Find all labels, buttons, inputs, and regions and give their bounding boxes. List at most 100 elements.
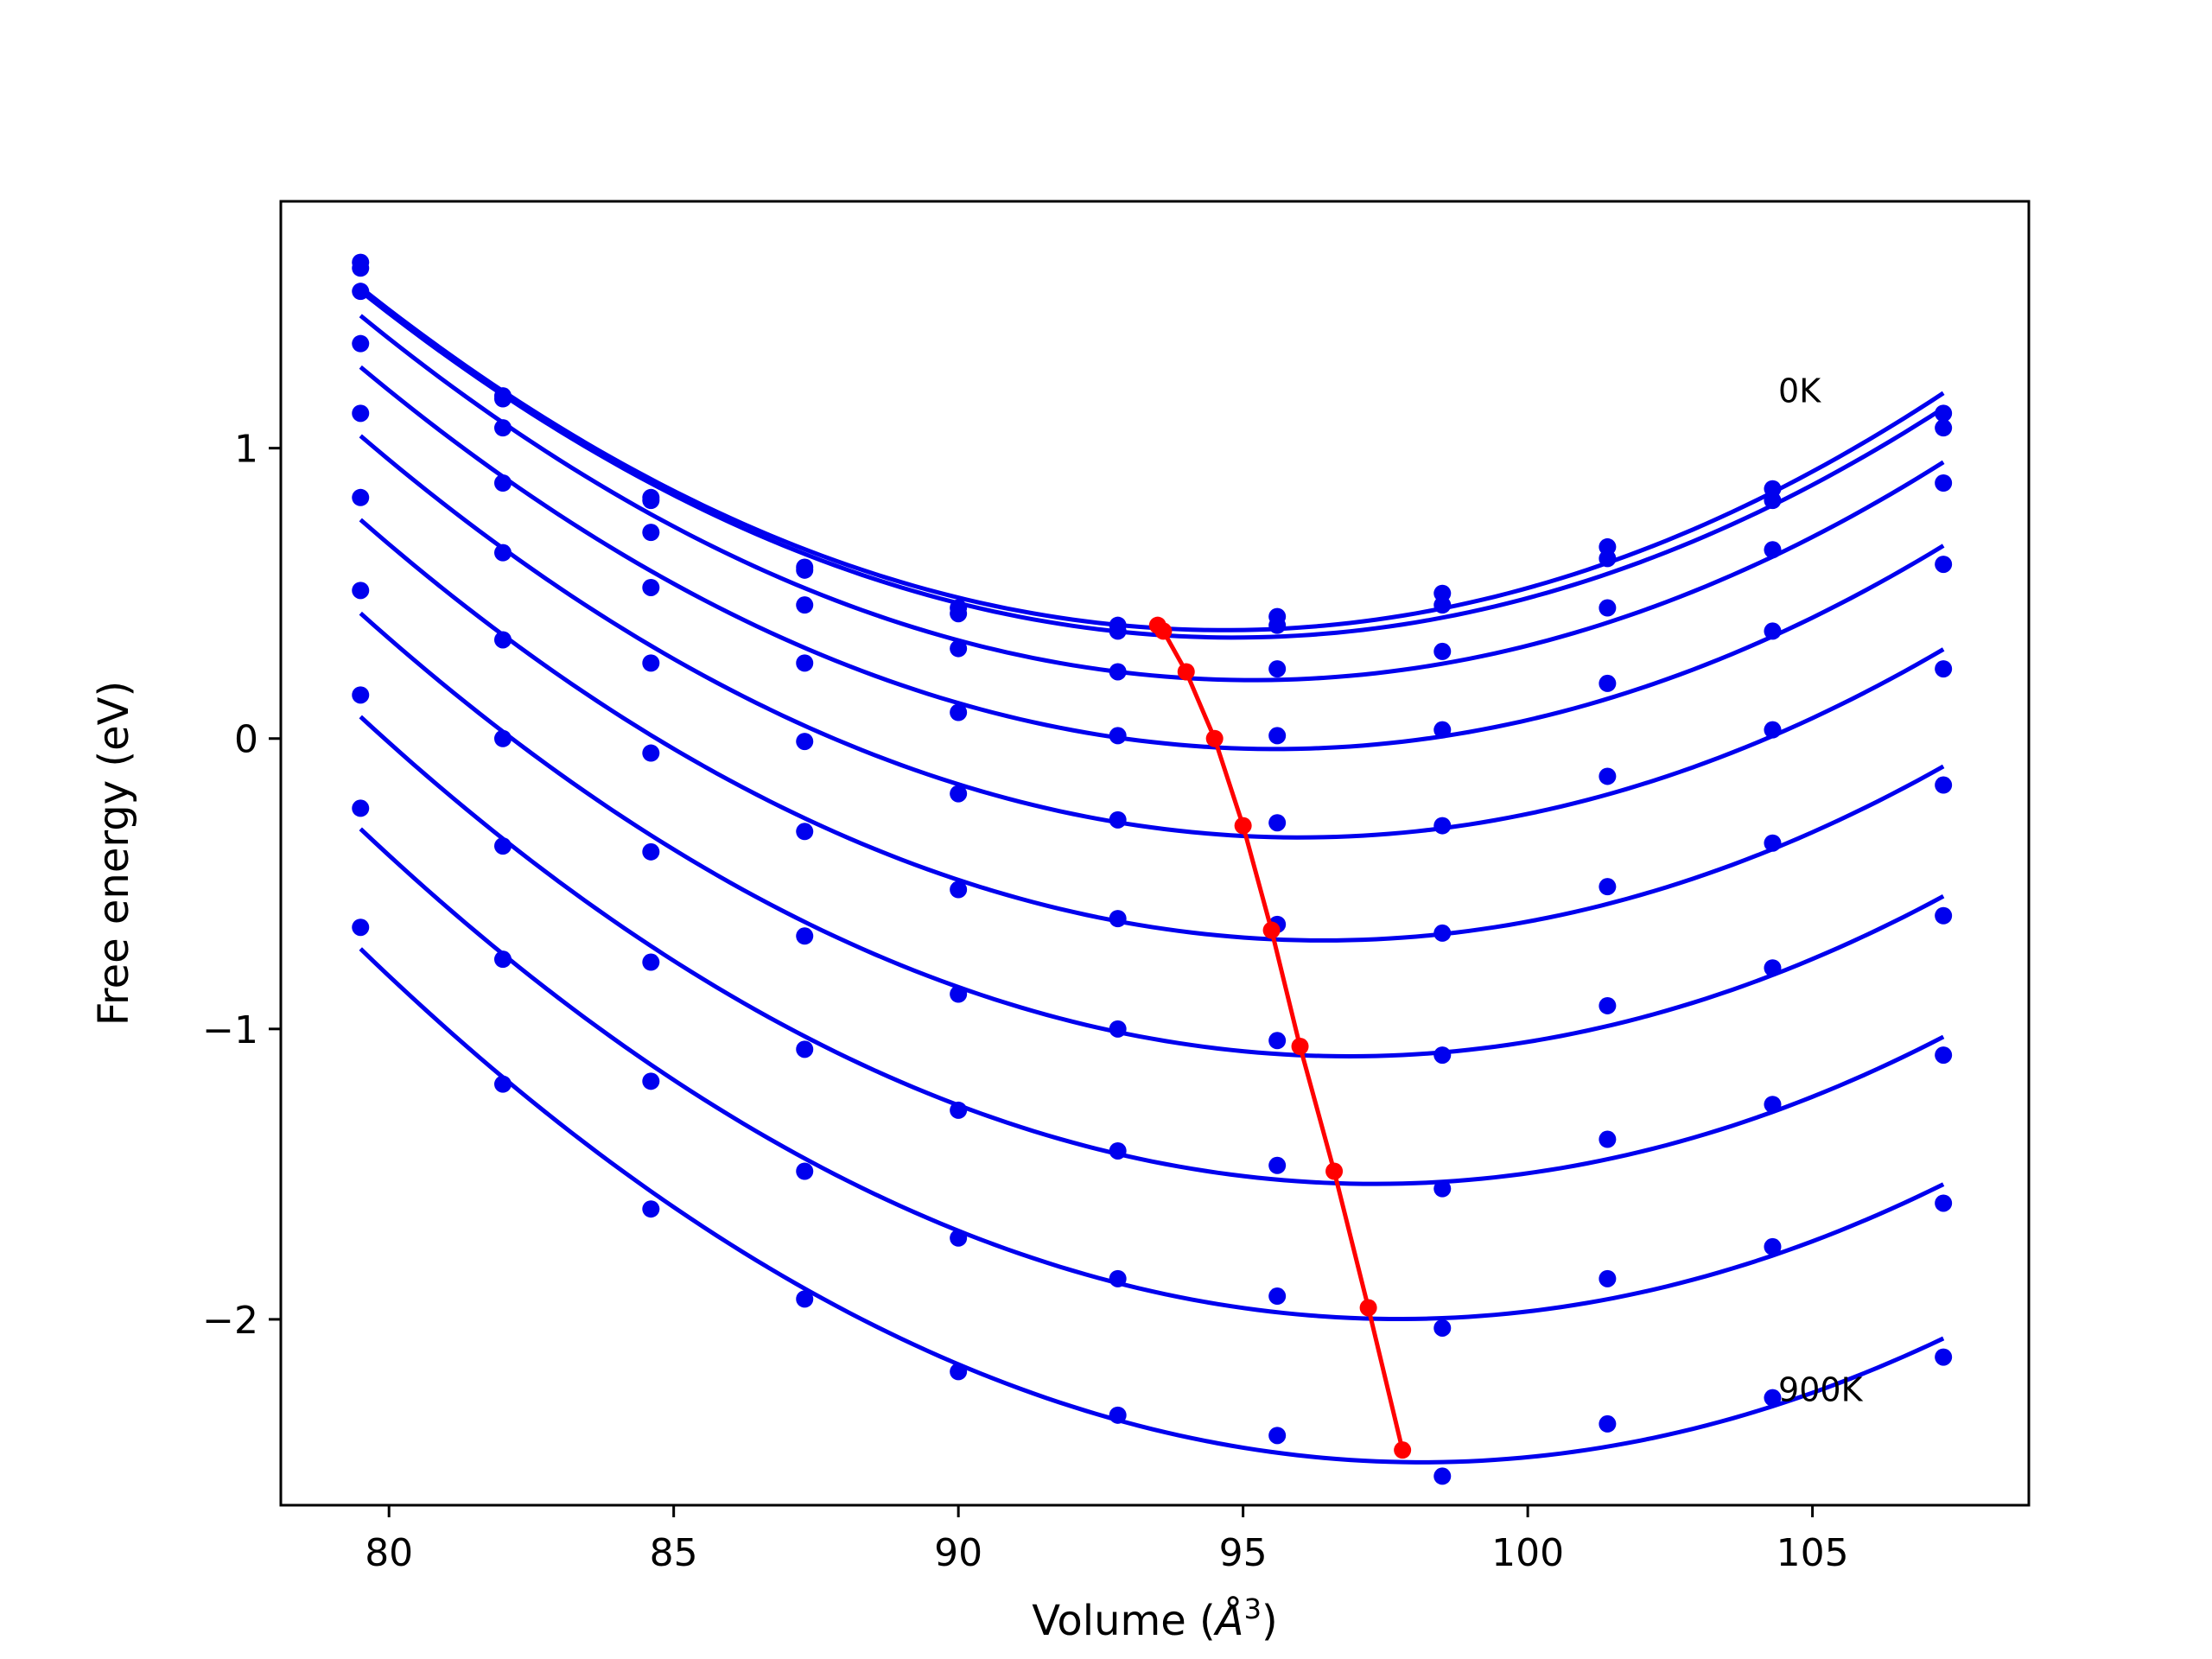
data-point-6-2 xyxy=(642,842,660,861)
data-point-4-0 xyxy=(352,404,370,423)
data-point-8-8 xyxy=(1599,1269,1617,1287)
data-points xyxy=(352,253,1953,1485)
data-point-2-5 xyxy=(1109,663,1127,681)
x-tick-label: 80 xyxy=(365,1531,413,1575)
x-axis-label-text: Volume ( xyxy=(1032,1597,1216,1645)
data-point-4-4 xyxy=(950,785,968,803)
x-tick-label: 85 xyxy=(650,1531,698,1575)
equilibrium-point-7 xyxy=(1325,1162,1344,1180)
data-point-8-0 xyxy=(352,799,370,817)
data-point-3-0 xyxy=(352,334,370,353)
x-axis-label-unit: Å xyxy=(1213,1596,1244,1645)
data-point-6-0 xyxy=(352,582,370,600)
data-point-5-1 xyxy=(493,631,512,649)
data-point-3-10 xyxy=(1935,556,1953,574)
data-point-7-4 xyxy=(950,1101,968,1119)
x-axis-ticks: 80 85 90 95 100 105 xyxy=(365,1505,1849,1575)
data-point-5-5 xyxy=(1109,910,1127,928)
data-point-5-7 xyxy=(1433,924,1452,942)
data-point-6-9 xyxy=(1764,959,1782,977)
fit-curve-8 xyxy=(359,827,1945,1322)
data-point-5-2 xyxy=(642,744,660,762)
data-point-6-8 xyxy=(1599,996,1617,1014)
data-point-2-10 xyxy=(1935,474,1953,492)
data-point-1-1 xyxy=(493,390,512,408)
data-point-7-10 xyxy=(1935,1046,1953,1065)
x-tick-label: 90 xyxy=(934,1531,982,1575)
data-point-9-6 xyxy=(1268,1427,1287,1445)
x-axis-label-superscript: 3 xyxy=(1244,1592,1262,1625)
data-point-9-4 xyxy=(950,1363,968,1381)
y-tick-label: −1 xyxy=(202,1008,258,1052)
data-point-2-3 xyxy=(796,596,814,614)
plot-frame xyxy=(279,200,2031,1507)
fit-curve-1 xyxy=(359,289,1945,640)
x-axis-label: Volume (Å3) xyxy=(1032,1592,1277,1645)
data-point-1-6 xyxy=(1268,616,1287,634)
data-point-6-7 xyxy=(1433,1046,1452,1065)
data-point-7-5 xyxy=(1109,1141,1127,1160)
data-point-3-1 xyxy=(493,474,512,492)
data-point-7-0 xyxy=(352,686,370,704)
data-point-7-6 xyxy=(1268,1156,1287,1174)
data-point-7-1 xyxy=(493,837,512,855)
data-point-9-8 xyxy=(1599,1414,1617,1433)
fit-curve-6 xyxy=(359,611,1945,1058)
data-point-3-2 xyxy=(642,578,660,596)
data-point-9-3 xyxy=(796,1290,814,1308)
data-point-7-8 xyxy=(1599,1130,1617,1148)
data-point-1-3 xyxy=(796,561,814,579)
data-point-8-5 xyxy=(1109,1269,1127,1287)
data-point-8-4 xyxy=(950,1229,968,1247)
data-point-8-7 xyxy=(1433,1319,1452,1337)
data-point-2-8 xyxy=(1599,599,1617,617)
data-point-6-3 xyxy=(796,927,814,945)
data-point-3-8 xyxy=(1599,674,1617,692)
data-point-4-3 xyxy=(796,733,814,751)
data-point-7-7 xyxy=(1433,1179,1452,1198)
data-point-3-6 xyxy=(1268,727,1287,745)
data-point-1-0 xyxy=(352,259,370,277)
data-point-9-0 xyxy=(352,918,370,937)
x-tick-label: 95 xyxy=(1219,1531,1268,1575)
equilibrium-point-4 xyxy=(1234,817,1252,835)
fitted-curves xyxy=(359,285,1945,1465)
data-point-8-10 xyxy=(1935,1194,1953,1212)
equilibrium-point-9 xyxy=(1394,1441,1412,1459)
data-point-5-4 xyxy=(950,880,968,899)
data-point-3-5 xyxy=(1109,727,1127,745)
data-point-1-10 xyxy=(1935,419,1953,437)
data-point-6-6 xyxy=(1268,1032,1287,1050)
data-point-5-9 xyxy=(1764,834,1782,852)
data-point-9-1 xyxy=(493,1075,512,1093)
data-point-4-6 xyxy=(1268,814,1287,832)
annotation-1: 900K xyxy=(1778,1371,1864,1409)
y-axis-ticks: −2 −1 0 1 xyxy=(202,428,281,1343)
data-point-7-9 xyxy=(1764,1096,1782,1114)
data-point-6-5 xyxy=(1109,1020,1127,1038)
data-point-8-2 xyxy=(642,1072,660,1090)
fit-curve-9 xyxy=(359,947,1945,1465)
data-point-9-9 xyxy=(1764,1389,1782,1407)
data-point-3-3 xyxy=(796,654,814,672)
data-point-8-3 xyxy=(796,1162,814,1180)
temperature-annotations: 0K 900K xyxy=(1778,372,1864,1408)
data-point-1-2 xyxy=(642,492,660,510)
data-point-6-4 xyxy=(950,985,968,1003)
x-axis-label-close: ) xyxy=(1262,1597,1278,1645)
data-point-9-2 xyxy=(642,1200,660,1218)
data-point-5-3 xyxy=(796,823,814,841)
equilibrium-point-2 xyxy=(1177,663,1195,681)
data-point-8-1 xyxy=(493,950,512,969)
y-axis-label: Free energy (eV) xyxy=(90,681,138,1026)
data-point-4-7 xyxy=(1433,817,1452,835)
annotation-0: 0K xyxy=(1778,372,1821,410)
data-point-9-5 xyxy=(1109,1406,1127,1424)
data-point-2-9 xyxy=(1764,541,1782,559)
data-point-3-9 xyxy=(1764,622,1782,640)
fit-curve-7 xyxy=(359,715,1945,1186)
data-point-4-8 xyxy=(1599,767,1617,785)
equilibrium-line xyxy=(1148,616,1412,1459)
equilibrium-point-1 xyxy=(1154,622,1173,640)
